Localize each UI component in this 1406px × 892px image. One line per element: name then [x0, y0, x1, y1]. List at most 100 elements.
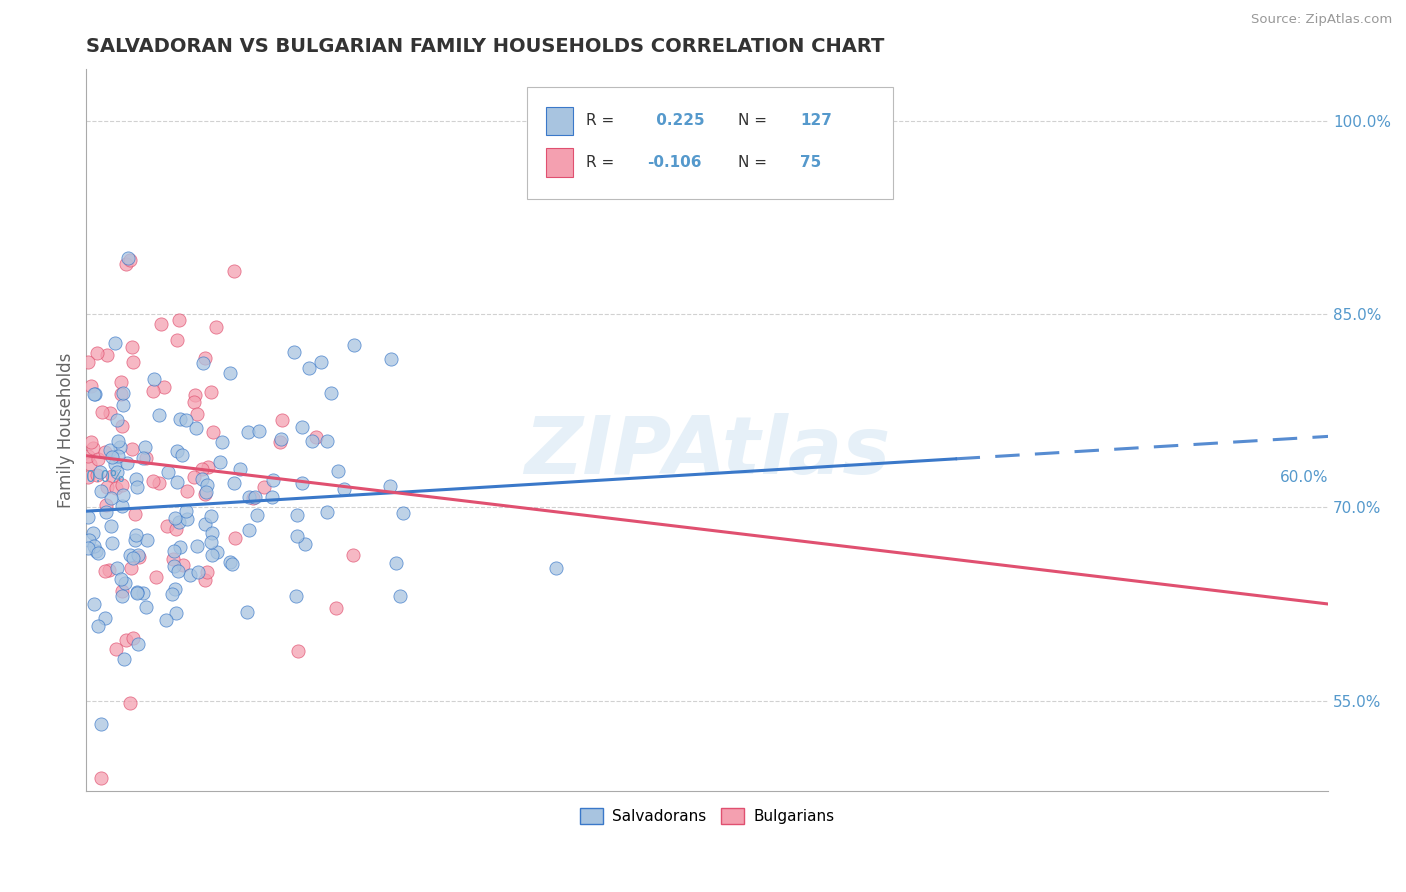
Point — [253, 480, 276, 494]
Point — [211, 434, 233, 449]
Point — [83, 539, 105, 553]
Point — [101, 469, 124, 483]
Point — [89, 465, 111, 479]
Point — [77, 541, 100, 555]
Point — [97, 563, 120, 577]
Point — [83, 387, 105, 401]
Point — [101, 536, 124, 550]
Point — [111, 399, 134, 413]
Point — [143, 372, 166, 386]
Point — [170, 448, 193, 462]
Point — [183, 469, 205, 483]
Point — [325, 601, 347, 615]
Point — [236, 606, 259, 620]
Point — [238, 490, 260, 504]
Point — [122, 551, 145, 566]
Point — [127, 637, 149, 651]
Point — [166, 333, 188, 347]
Point — [183, 394, 205, 409]
Point — [117, 251, 139, 265]
Point — [311, 355, 333, 369]
Point — [179, 567, 201, 582]
Point — [155, 614, 177, 628]
Point — [98, 406, 121, 420]
Point — [122, 631, 145, 645]
Point — [132, 586, 155, 600]
Point — [111, 589, 134, 603]
Point — [208, 455, 231, 469]
Point — [94, 499, 117, 513]
Point — [224, 531, 246, 545]
Point — [392, 506, 415, 520]
Point — [219, 366, 242, 380]
Point — [186, 407, 208, 421]
Point — [200, 534, 222, 549]
Point — [269, 435, 291, 450]
Point — [343, 338, 366, 352]
Point — [385, 556, 408, 570]
Point — [191, 356, 214, 370]
Point — [90, 405, 112, 419]
Point — [107, 449, 129, 463]
Point — [77, 449, 100, 463]
Point — [111, 499, 134, 513]
Point — [200, 385, 222, 400]
Point — [380, 479, 402, 493]
Point — [285, 508, 308, 523]
Point — [328, 464, 350, 478]
Point — [195, 485, 218, 500]
Point — [114, 256, 136, 270]
Point — [176, 483, 198, 498]
Point — [333, 482, 356, 496]
Point — [172, 558, 194, 572]
Point — [195, 478, 218, 492]
Text: 60.0%: 60.0% — [1279, 470, 1329, 484]
Point — [270, 432, 292, 446]
Point — [191, 461, 214, 475]
Point — [86, 346, 108, 360]
Point — [125, 528, 148, 542]
Point — [186, 421, 208, 435]
Point — [156, 519, 179, 533]
Point — [176, 512, 198, 526]
Point — [128, 549, 150, 564]
Point — [125, 584, 148, 599]
Point — [142, 384, 165, 398]
Text: -0.106: -0.106 — [648, 155, 702, 170]
Point — [148, 409, 170, 423]
Point — [169, 412, 191, 426]
Point — [87, 619, 110, 633]
Point — [77, 355, 100, 369]
Point — [148, 476, 170, 491]
Point — [142, 474, 165, 488]
Point — [380, 351, 402, 366]
Point — [166, 444, 188, 458]
Point — [80, 379, 103, 393]
Point — [94, 505, 117, 519]
Point — [90, 717, 112, 731]
Point — [546, 561, 568, 575]
Point — [174, 503, 197, 517]
Point — [194, 516, 217, 531]
Point — [186, 539, 208, 553]
Point — [77, 510, 100, 524]
Point — [160, 587, 183, 601]
Point — [79, 457, 101, 471]
Point — [218, 555, 240, 569]
Point — [271, 413, 294, 427]
Point — [242, 491, 264, 506]
Point — [165, 606, 187, 620]
Point — [316, 434, 339, 448]
Point — [167, 515, 190, 529]
Point — [132, 450, 155, 465]
Text: Source: ZipAtlas.com: Source: ZipAtlas.com — [1251, 13, 1392, 27]
Point — [224, 264, 246, 278]
Point — [112, 385, 135, 400]
Point — [96, 347, 118, 361]
Point — [87, 546, 110, 560]
Text: SALVADORAN VS BULGARIAN FAMILY HOUSEHOLDS CORRELATION CHART: SALVADORAN VS BULGARIAN FAMILY HOUSEHOLD… — [86, 37, 884, 56]
Point — [165, 511, 187, 525]
Point — [238, 523, 260, 537]
Point — [134, 440, 156, 454]
Point — [82, 525, 104, 540]
